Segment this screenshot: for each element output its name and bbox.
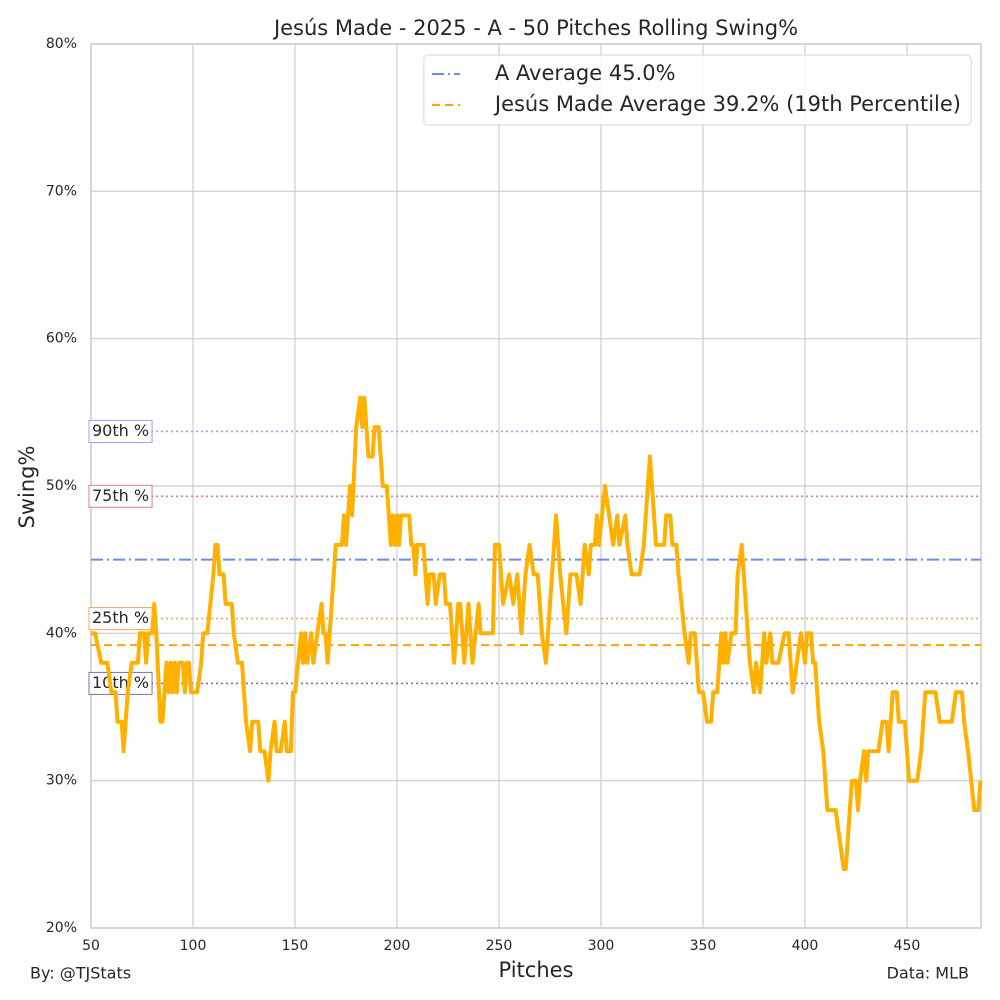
y-tick-label: 50% (46, 478, 77, 494)
y-axis-label: Swing% (15, 446, 39, 529)
x-axis-label: Pitches (499, 958, 574, 982)
y-tick-label: 20% (46, 920, 77, 936)
x-tick-label: 450 (894, 938, 921, 954)
x-tick-label: 200 (384, 938, 411, 954)
y-tick-label: 80% (46, 36, 77, 52)
y-tick-label: 30% (46, 773, 77, 789)
percentile-label-text: 10th % (92, 673, 149, 692)
x-tick-label: 100 (180, 938, 207, 954)
percentile-label-box (88, 671, 153, 695)
percentile-label: 25th % (88, 607, 153, 631)
legend-label: A Average 45.0% (495, 61, 676, 85)
legend-label: Jesús Made Average 39.2% (19th Percentil… (493, 92, 961, 116)
y-tick-label: 70% (46, 183, 77, 199)
percentile-label: 10th % (88, 671, 153, 695)
percentile-label: 75th % (88, 484, 153, 508)
x-tick-label: 150 (282, 938, 309, 954)
legend-box (423, 54, 972, 126)
percentile-label-box (88, 419, 153, 443)
y-tick-label: 60% (46, 331, 77, 347)
data-line (91, 395, 983, 872)
y-tick-label: 40% (46, 625, 77, 641)
percentile-label: 90th % (88, 419, 153, 443)
x-tick-label: 350 (690, 938, 717, 954)
percentile-label-box (88, 484, 153, 508)
chart-title: Jesús Made - 2025 - A - 50 Pitches Rolli… (272, 16, 798, 40)
footer-source: Data: MLB (887, 964, 969, 983)
x-tick-label: 250 (486, 938, 513, 954)
footer-credit: By: @TJStats (30, 964, 131, 983)
legend: A Average 45.0% Jesús Made Average 39.2% … (423, 54, 972, 126)
x-tick-label: 50 (82, 938, 100, 954)
x-tick-label: 400 (792, 938, 819, 954)
x-tick-label: 300 (588, 938, 615, 954)
percentile-label-text: 75th % (92, 486, 149, 505)
percentile-label-text: 90th % (92, 421, 149, 440)
percentile-label-text: 25th % (92, 608, 149, 627)
